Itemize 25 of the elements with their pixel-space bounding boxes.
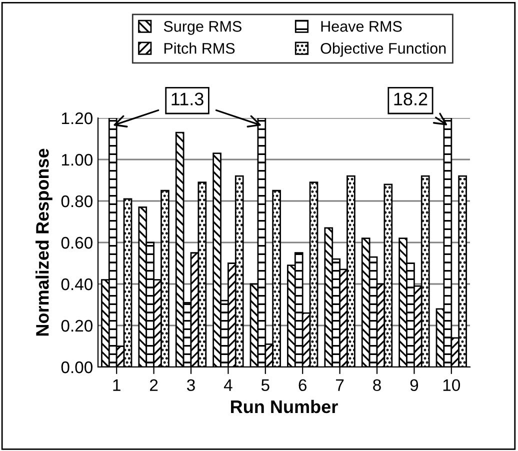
legend-label: Surge RMS bbox=[164, 21, 242, 35]
x-tick-label: 8 bbox=[373, 379, 381, 392]
x-tick-label: 7 bbox=[336, 379, 344, 391]
x-tick-label: 6 bbox=[298, 379, 306, 392]
annotation: 18.2 bbox=[394, 92, 428, 106]
legend-label: Heave RMS bbox=[321, 21, 402, 32]
y-tick-label: 0.40 bbox=[61, 278, 92, 290]
x-tick-label: 4 bbox=[224, 379, 232, 391]
x-tick-label: 3 bbox=[187, 379, 195, 392]
y-tick-label: 1.20 bbox=[62, 112, 92, 124]
y-tick-label: 0.00 bbox=[61, 361, 92, 374]
y-tick-label: 0.80 bbox=[61, 195, 92, 208]
x-tick-label: 2 bbox=[150, 379, 158, 391]
legend-label: Objective Function bbox=[320, 42, 446, 57]
x-tick-label: 10 bbox=[443, 379, 460, 392]
annotation: 11.3 bbox=[172, 92, 204, 106]
y-tick-label: 0.20 bbox=[61, 320, 92, 332]
x-tick-label: 1 bbox=[113, 379, 120, 391]
x-axis-title: Run Number bbox=[231, 400, 338, 414]
y-tick-label: 1.00 bbox=[62, 154, 92, 166]
y-tick-label: 0.60 bbox=[61, 236, 92, 249]
x-tick-label: 5 bbox=[261, 379, 270, 392]
y-axis-title: Normalized Response bbox=[36, 148, 52, 336]
legend-label: Pitch RMS bbox=[164, 42, 235, 54]
x-tick-label: 9 bbox=[410, 379, 418, 392]
